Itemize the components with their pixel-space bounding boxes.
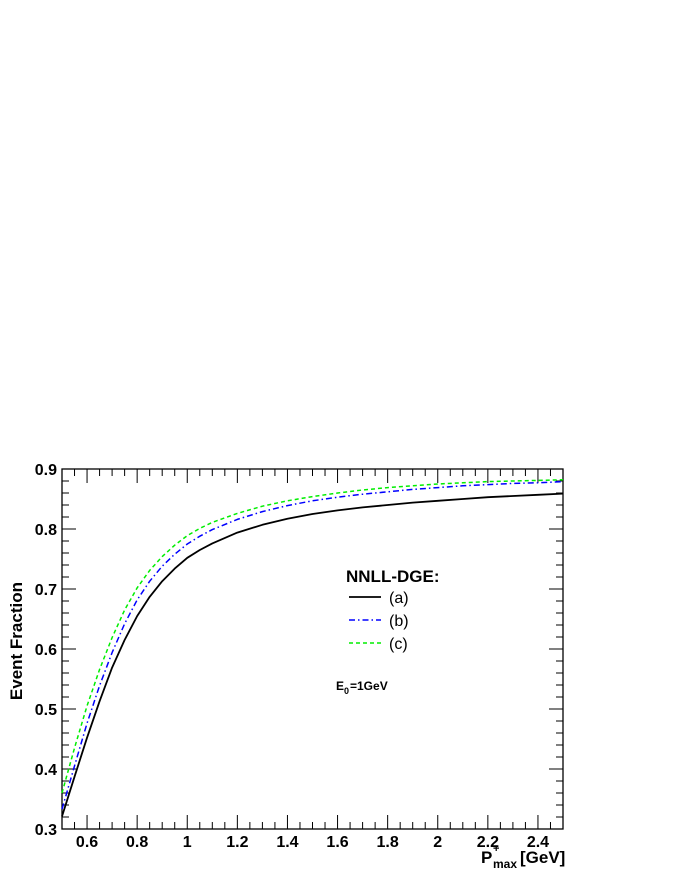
y-tick-label: 0.4 [35, 762, 57, 779]
series-line-c [61, 479, 564, 794]
legend-title: NNLL-DGE: [346, 567, 439, 586]
y-tick-label: 0.6 [35, 642, 57, 659]
x-tick-label: 1.8 [377, 834, 399, 851]
x-axis-title-subscript: max [493, 857, 517, 871]
y-tick-label: 0.8 [35, 522, 57, 539]
annotation-subscript: 0 [344, 686, 349, 696]
x-axis-title-superscript: + [493, 843, 499, 855]
x-tick-label: 1.2 [226, 834, 248, 851]
legend-label-b: (b) [389, 613, 409, 630]
y-tick-label: 0.5 [35, 702, 57, 719]
x-tick-label: 0.6 [76, 834, 98, 851]
data-series [61, 479, 564, 817]
x-tick-label: 0.8 [126, 834, 148, 851]
energy-annotation: E 0 =1GeV [336, 679, 388, 696]
x-tick-label: 2.4 [527, 834, 549, 851]
y-axis-title: Event Fraction [7, 582, 26, 700]
y-tick-label: 0.7 [35, 582, 57, 599]
y-tick-label: 0.3 [35, 822, 57, 839]
x-axis-title: P + max [GeV] [481, 843, 565, 871]
x-tick-label: 2 [433, 834, 442, 851]
x-tick-label: 1 [183, 834, 192, 851]
x-tick-label: 2.2 [477, 834, 499, 851]
y-tick-label: 0.9 [35, 462, 57, 479]
x-tick-label: 1.4 [276, 834, 298, 851]
x-tick-label: 1.6 [326, 834, 348, 851]
axis-ticks [61, 468, 564, 830]
legend: NNLL-DGE: (a) (b) (c) [346, 567, 439, 653]
annotation-main: E [336, 679, 344, 693]
plot-frame [61, 468, 564, 830]
legend-label-a: (a) [389, 590, 409, 607]
series-line-a [61, 492, 564, 817]
x-tick-labels: 0.6 0.8 1 1.2 1.4 1.6 1.8 2 2.2 2.4 [76, 834, 549, 851]
y-tick-labels: 0.3 0.4 0.5 0.6 0.7 0.8 0.9 [35, 462, 57, 839]
series-line-b [61, 480, 564, 810]
x-axis-title-unit: [GeV] [520, 848, 565, 867]
annotation-rest: =1GeV [350, 679, 388, 693]
legend-label-c: (c) [389, 636, 408, 653]
x-axis-title-main: P [481, 848, 492, 867]
